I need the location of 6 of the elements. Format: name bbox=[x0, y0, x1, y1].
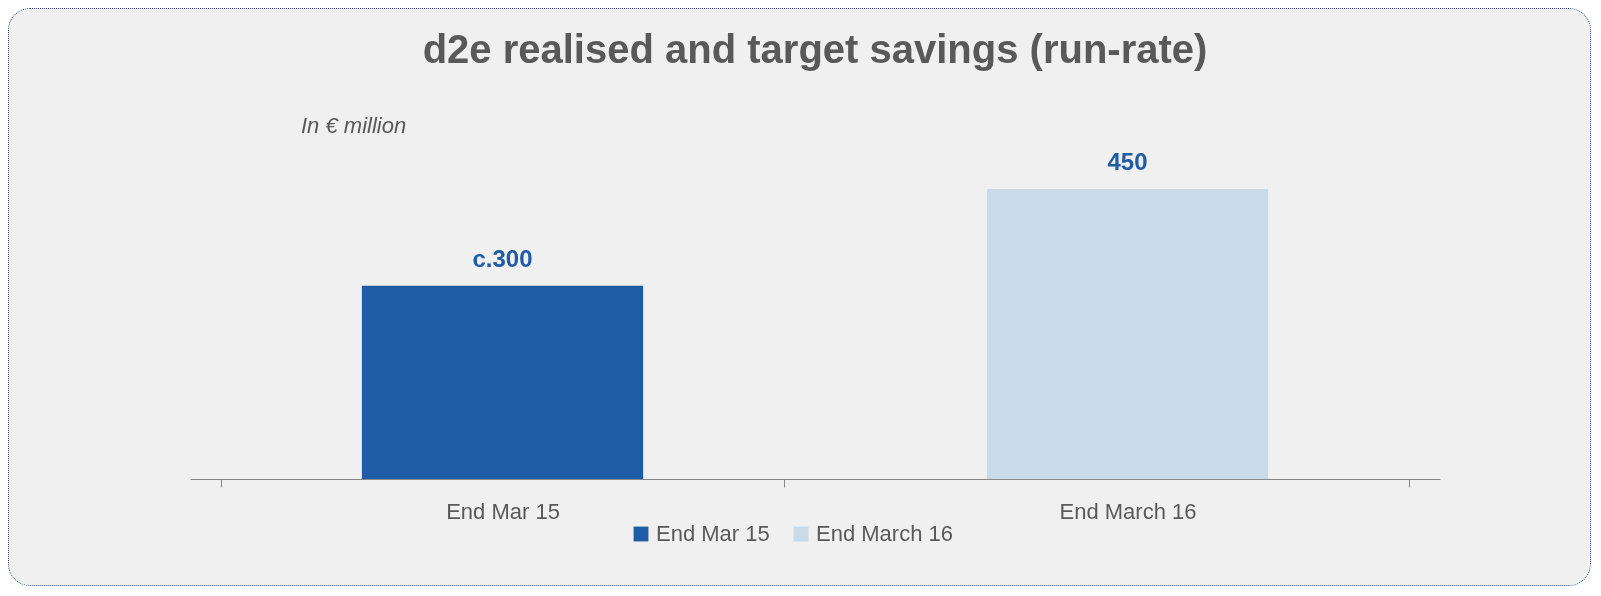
legend-label: End March 16 bbox=[816, 521, 953, 546]
data-label: c.300 bbox=[472, 244, 533, 272]
chart-title: d2e realised and target savings (run-rate) bbox=[422, 27, 1208, 71]
data-label: 450 bbox=[1107, 148, 1148, 175]
chart-subtitle: In € million bbox=[301, 113, 407, 139]
legend-label: End Mar 15 bbox=[656, 521, 770, 546]
